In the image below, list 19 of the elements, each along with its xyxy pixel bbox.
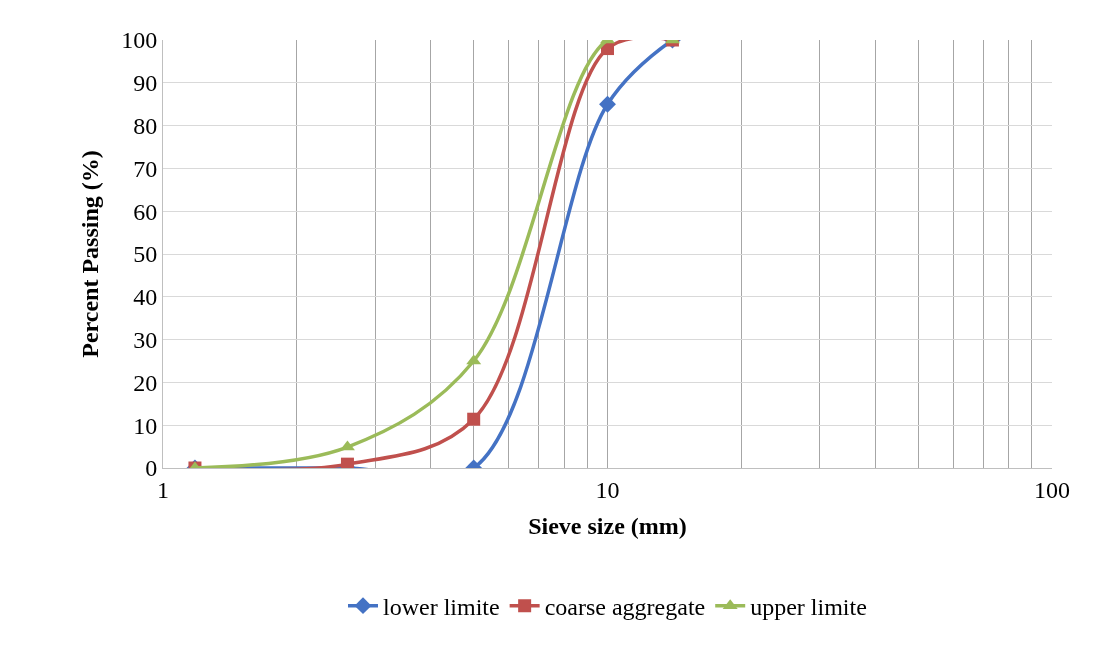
x-tick-label: 1: [157, 476, 169, 503]
legend-label: upper limite: [750, 594, 867, 621]
y-tick-label: 80: [133, 113, 158, 139]
y-tick-label: 0: [145, 455, 158, 482]
legend-label: lower limite: [383, 594, 500, 621]
y-tick-label: 90: [133, 70, 158, 97]
y-tick-label: 100: [121, 27, 158, 54]
y-tick-label: 60: [133, 198, 158, 225]
y-tick-label: 30: [133, 327, 158, 353]
y-tick-label: 70: [133, 155, 158, 182]
y-axis-title: Percent Passing (%): [77, 150, 104, 358]
x-axis-title: Sieve size (mm): [528, 513, 687, 540]
x-tick-label: 10: [595, 476, 620, 503]
legend-label: coarse aggregate: [544, 594, 706, 621]
y-tick-label: 40: [133, 284, 158, 311]
y-tick-label: 50: [133, 241, 158, 268]
y-tick-label: 10: [133, 412, 158, 439]
y-tick-label: 20: [133, 369, 158, 396]
x-tick-label: 100: [1034, 476, 1070, 503]
